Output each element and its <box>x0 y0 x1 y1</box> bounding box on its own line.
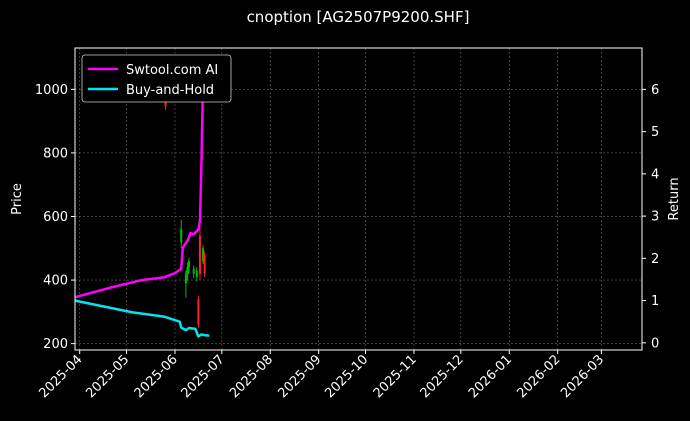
y-left-tick-label: 800 <box>43 146 68 161</box>
y-right-axis-ticks: 0 1 2 3 4 5 6 <box>642 83 659 351</box>
y-right-axis-label: Return <box>667 177 682 220</box>
legend-label-swtool: Swtool.com AI <box>126 63 218 78</box>
candle-body <box>188 260 191 268</box>
y-left-tick-label: 400 <box>43 274 68 289</box>
y-right-tick-label: 1 <box>651 294 659 309</box>
candle-body <box>184 273 187 284</box>
y-right-tick-label: 4 <box>651 167 659 182</box>
y-right-tick-label: 2 <box>651 252 659 267</box>
candle-body <box>203 254 206 274</box>
series-line-buyhold <box>74 299 210 338</box>
legend-label-buyhold: Buy-and-Hold <box>126 83 214 98</box>
candle-body <box>197 299 200 325</box>
legend: Swtool.com AI Buy-and-Hold <box>81 54 232 103</box>
series-line-swtool <box>74 63 206 299</box>
y-left-tick-label: 1000 <box>35 83 68 98</box>
candle-body <box>180 229 183 242</box>
legend-box <box>81 54 232 103</box>
chart-title: cnoption [AG2507P9200.SHF] <box>247 8 470 26</box>
plot-frame <box>74 47 643 351</box>
candle-body <box>186 267 189 274</box>
candle-body <box>164 102 167 107</box>
series-lines <box>74 63 210 338</box>
candle-body <box>202 248 205 261</box>
y-left-tick-label: 600 <box>43 210 68 225</box>
y-left-axis-ticks: 200 400 600 800 1000 <box>35 83 75 352</box>
candle-body <box>195 270 198 277</box>
y-right-tick-label: 0 <box>651 336 659 351</box>
candle-body <box>198 235 201 274</box>
y-right-tick-label: 6 <box>651 83 659 98</box>
y-right-tick-label: 3 <box>651 210 659 225</box>
y-right-tick-label: 5 <box>651 125 659 140</box>
y-left-tick-label: 200 <box>43 337 68 352</box>
y-left-axis-label: Price <box>10 183 25 215</box>
candle-body <box>192 268 195 274</box>
grid <box>75 48 642 350</box>
candlesticks <box>164 98 206 328</box>
